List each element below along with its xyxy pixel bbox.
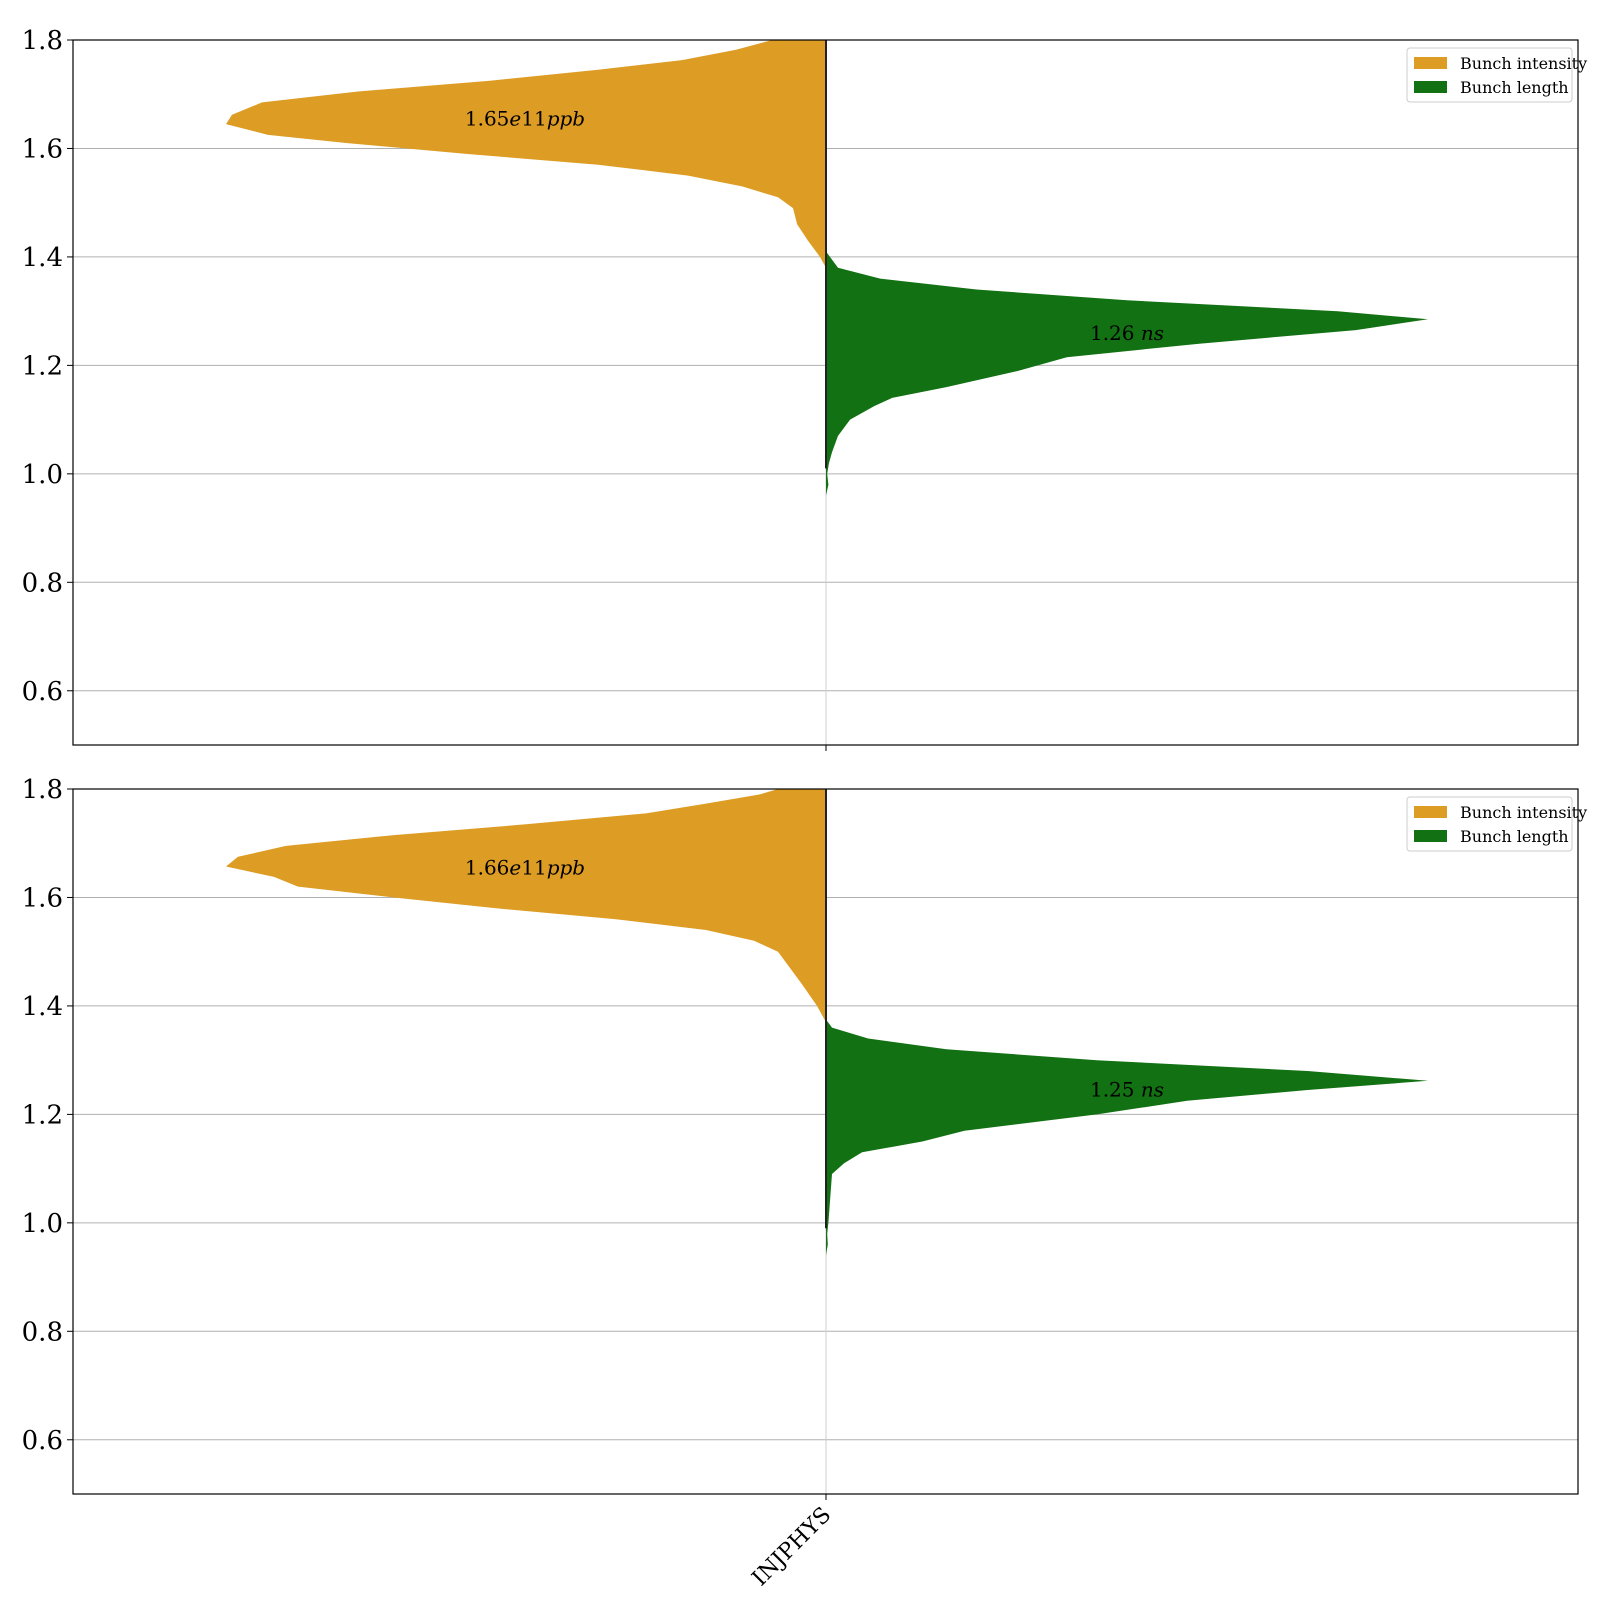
- legend-swatch: [1414, 57, 1447, 69]
- intensity-peak-label: 1.66e11ppb: [465, 856, 585, 880]
- legend-label: Bunch length: [1460, 78, 1569, 97]
- legend-box: [1406, 47, 1573, 103]
- length-peak-label: 1.26 ns: [1090, 321, 1164, 345]
- y-tick-label: 0.6: [22, 1426, 63, 1456]
- bottom-panel: 0.6 0.8 1.0 1.2 1.4 1.6 1.8 INJPHYS 1.66e11ppb 1.…: [22, 775, 1588, 1591]
- y-tick-label: 1.2: [22, 1100, 63, 1130]
- y-tick-label: 1.8: [22, 26, 63, 56]
- x-tick-label: INJPHYS: [748, 1503, 837, 1592]
- length-violin: [826, 251, 1428, 496]
- y-tick-label: 1.4: [22, 243, 63, 273]
- intensity-violin: [226, 40, 826, 268]
- y-tick-label: 1.8: [22, 775, 63, 805]
- y-tick-label: 1.2: [22, 351, 63, 381]
- y-tick-label: 1.4: [22, 992, 63, 1022]
- y-tick-label: 1.6: [22, 134, 63, 164]
- legend: Bunch intensity Bunch length: [1406, 47, 1587, 103]
- legend-swatch: [1414, 830, 1447, 842]
- legend-label: Bunch intensity: [1460, 54, 1587, 73]
- y-tick-label: 0.6: [22, 677, 63, 707]
- legend-swatch: [1414, 806, 1447, 818]
- length-violin: [826, 1019, 1428, 1256]
- y-tick-label: 1.0: [22, 1209, 63, 1239]
- legend-label: Bunch length: [1460, 827, 1569, 846]
- y-tick-label: 1.6: [22, 883, 63, 913]
- y-tick-label: 0.8: [22, 1317, 63, 1347]
- top-panel: 0.6 0.8 1.0 1.2 1.4 1.6 1.8 1.65e11ppb 1.26 ns Bu…: [22, 26, 1587, 751]
- legend-swatch: [1414, 81, 1447, 93]
- legend-label: Bunch intensity: [1460, 803, 1587, 822]
- y-tick-label: 0.8: [22, 568, 63, 598]
- legend-box: [1406, 796, 1573, 852]
- legend: Bunch intensity Bunch length: [1406, 796, 1587, 852]
- y-tick-label: 1.0: [22, 460, 63, 490]
- length-peak-label: 1.25 ns: [1090, 1077, 1164, 1101]
- intensity-peak-label: 1.65e11ppb: [465, 107, 585, 131]
- intensity-violin: [226, 789, 826, 1023]
